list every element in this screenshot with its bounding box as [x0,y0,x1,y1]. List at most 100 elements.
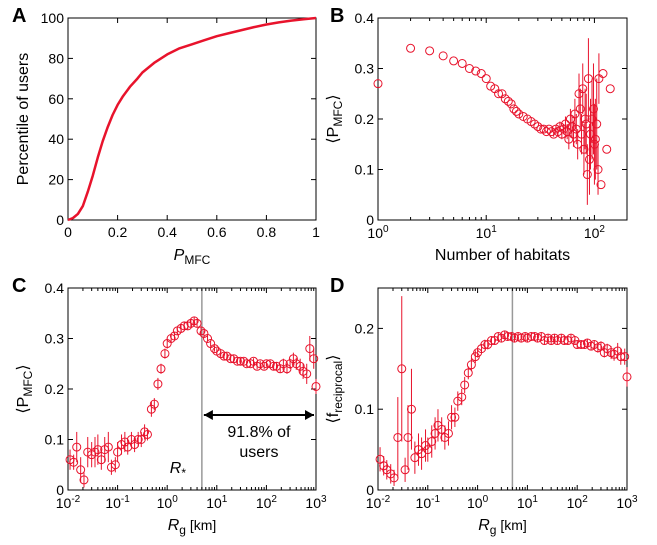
tick-base: 10 [105,495,121,511]
y-tick-label: 0.2 [45,381,65,397]
data-point [246,359,256,369]
tick-base: 10 [157,495,173,511]
y-tick-label: 0.1 [355,162,375,178]
tick-base: 10 [366,495,382,511]
tick-base: 10 [206,495,222,511]
panel-letter: C [12,275,26,297]
x-tick-label: 0.8 [257,224,277,240]
data-point [449,56,459,66]
y-tick-label: 0 [366,212,374,228]
data-point [526,331,536,341]
r-star-label: R* [170,460,187,480]
data-point [189,316,199,326]
plot-frame [377,287,628,491]
data-point [437,424,447,434]
data-point [169,331,179,341]
y-axis-label-end: ⟩ [15,364,32,370]
data-point [311,381,321,391]
data-point [373,79,383,89]
x-tick-label: 0.6 [207,224,227,240]
x-axis-label-main: R [168,517,180,534]
data-point [613,346,623,356]
data-point [110,460,120,470]
y-tick-label: 0.1 [355,401,375,417]
data-point [403,432,413,442]
x-axis-label-main: R [478,517,490,534]
x-tick-label: 0.2 [108,224,128,240]
data-point [153,379,163,389]
tick-exponent: 0 [172,494,178,505]
x-axis-label: PMFC [174,247,211,267]
x-tick-label: 1 [312,224,320,240]
data-point [275,364,285,374]
y-tick-label: 0 [56,212,64,228]
data-point [103,442,113,452]
data-point [500,94,510,104]
data-point [156,364,166,374]
tick-base: 10 [416,495,432,511]
data-point [497,89,507,99]
data-point [406,404,416,414]
x-tick-label: 10-2 [366,494,391,511]
y-axis-label-sub: MFC [21,370,35,396]
tick-exponent: 0 [483,494,489,505]
data-point [457,58,467,68]
data-point [563,336,573,346]
arrow-head-right [305,410,314,420]
y-tick-label: 60 [48,91,64,107]
data-point [447,412,457,422]
data-point [582,170,592,180]
data-point [494,89,504,99]
data-point [588,104,598,114]
data-point [210,344,220,354]
data-point [543,333,553,343]
panel-letter: B [330,5,344,27]
tick-base: 10 [467,495,483,511]
arrow-annotation-line2: users [239,444,278,461]
data-point [464,64,474,73]
x-tick-label: 102 [256,494,278,511]
data-point [605,84,615,94]
data-point [576,340,586,350]
data-point [93,445,103,455]
x-tick-label: 0 [64,224,72,240]
panel-a: A 0 0.2 0.4 0.6 0.8 1 0 20 40 60 80 100 PMFC Percentil… [12,5,320,267]
x-tick-label: 0.4 [157,224,177,240]
data-point [430,428,440,438]
data-point [136,435,146,444]
data-point [90,447,100,457]
data-point [506,99,516,109]
y-tick-label: 0.4 [45,280,65,296]
x-axis-label-sub: g [179,523,186,537]
y-axis-label-main: ⟨P [325,127,342,144]
data-point [288,354,298,364]
data-point [285,359,295,369]
data-point [450,412,460,422]
y-tick-label: 0.4 [355,10,375,26]
data-point [72,442,82,452]
data-point [406,43,416,53]
data-point [309,354,319,364]
tick-base: 10 [567,495,583,511]
tick-exponent: -2 [381,494,390,505]
data-point [480,340,490,350]
y-tick-label: 80 [48,50,64,66]
y-tick-label: 20 [48,172,64,188]
tick-exponent: 3 [632,494,638,505]
data-point [302,369,312,379]
data-point [602,144,612,154]
data-point [503,96,513,106]
x-axis-label-main: Number of habitats [435,247,570,264]
data-point [232,356,242,366]
tick-exponent: 1 [491,224,497,235]
arrow-annotation-line1: 91.8% of [227,424,291,441]
data-point [282,364,292,374]
data-point [457,392,467,402]
data-point [79,475,89,485]
data-point [509,104,519,114]
y-axis-label: ⟨PMFC⟩ [15,364,35,413]
y-tick-label: 0.2 [355,320,375,336]
